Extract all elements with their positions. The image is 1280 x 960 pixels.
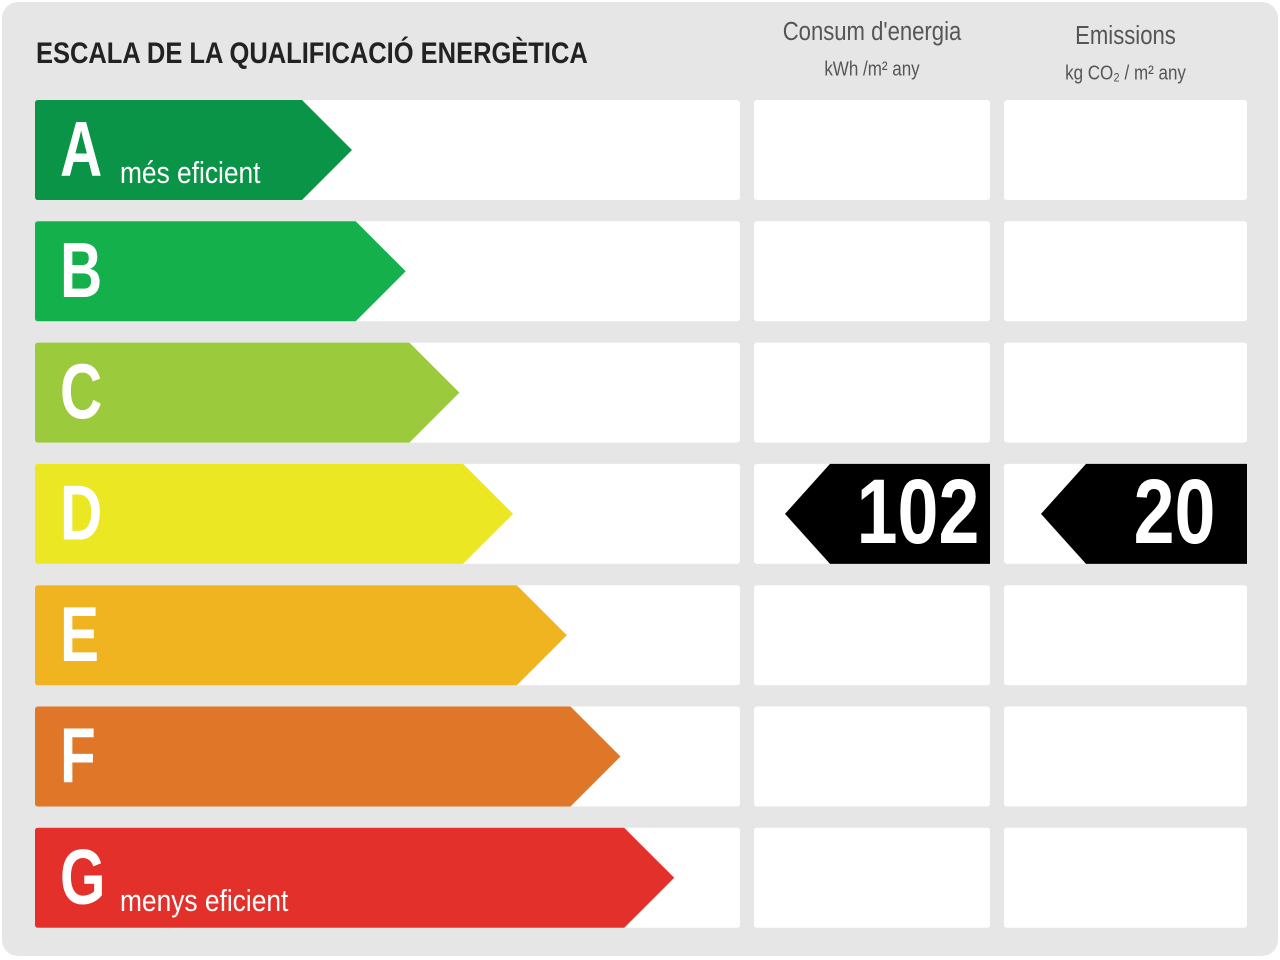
column-unit: kWh /m² any <box>824 57 920 80</box>
rating-description: més eficient <box>120 156 261 190</box>
value-cell <box>754 221 990 322</box>
value-cell <box>754 706 990 807</box>
value-cell <box>1004 221 1247 322</box>
value-cell <box>754 585 990 686</box>
value-cell <box>1004 585 1247 686</box>
result-marker <box>1041 463 1247 564</box>
result-value: 20 <box>1134 460 1216 563</box>
value-cell <box>754 342 990 443</box>
rating-arrow <box>35 463 514 564</box>
rating-arrow <box>35 342 460 443</box>
value-cell <box>754 827 990 928</box>
value-cell <box>1004 100 1247 200</box>
column-title: Emissions <box>1075 21 1176 50</box>
result-value: 102 <box>857 460 980 563</box>
rating-letter: G <box>60 833 106 920</box>
column-title: Consum d'energia <box>783 17 962 46</box>
result-marker <box>785 463 990 564</box>
value-cell <box>1004 706 1247 807</box>
rating-letter: E <box>60 591 99 678</box>
rating-arrow <box>35 221 406 322</box>
value-cell <box>1004 342 1247 443</box>
rating-arrow <box>35 585 567 686</box>
label-title: ESCALA DE LA QUALIFICACIÓ ENERGÈTICA <box>36 36 588 69</box>
rating-description: menys eficient <box>120 884 288 918</box>
rating-letter: F <box>60 712 96 799</box>
rating-arrow <box>35 827 675 928</box>
rating-letter: B <box>60 227 102 314</box>
rating-letter: C <box>60 348 102 435</box>
value-cell <box>1004 827 1247 928</box>
rating-arrow <box>35 100 352 200</box>
rating-letter: A <box>60 105 102 192</box>
rating-letter: D <box>60 469 102 556</box>
value-cell <box>754 100 990 200</box>
column-unit: kg CO₂ / m² any <box>1065 61 1186 84</box>
rating-arrow <box>35 706 621 807</box>
